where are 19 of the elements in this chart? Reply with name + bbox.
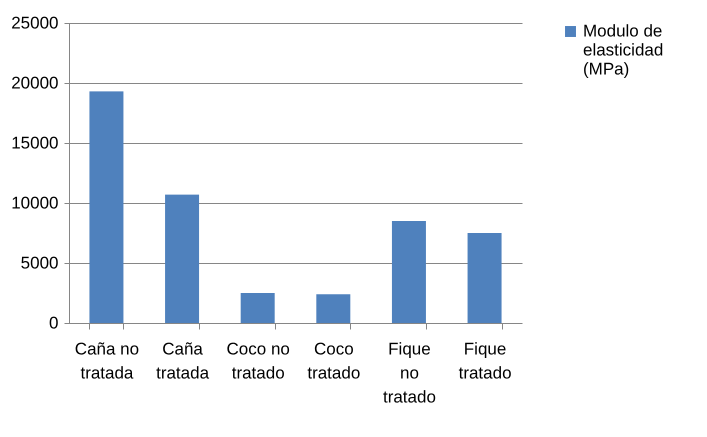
bar [468, 233, 502, 323]
y-tick-label: 20000 [11, 74, 58, 92]
y-tick-label: 15000 [11, 134, 58, 152]
bar [165, 194, 200, 323]
x-tick-label: Fique no tratado [382, 340, 436, 406]
x-tick-label: Coco no tratado [226, 340, 290, 382]
x-tick-label: Caña no tratada [74, 340, 140, 382]
bar [316, 294, 350, 323]
bar [89, 91, 124, 323]
x-tick-label: Caña tratada [156, 340, 210, 382]
y-tick-label: 25000 [11, 14, 58, 32]
bar [240, 293, 275, 323]
y-tick-label: 5000 [20, 254, 58, 272]
legend-label: Modulo de elasticidad (MPa) [583, 22, 664, 78]
bar [392, 221, 426, 323]
x-tick-label: Fique tratado [458, 340, 512, 382]
x-tick-label: Coco tratado [307, 340, 360, 382]
y-tick-label: 0 [49, 314, 58, 332]
y-tick-label: 10000 [11, 194, 58, 212]
